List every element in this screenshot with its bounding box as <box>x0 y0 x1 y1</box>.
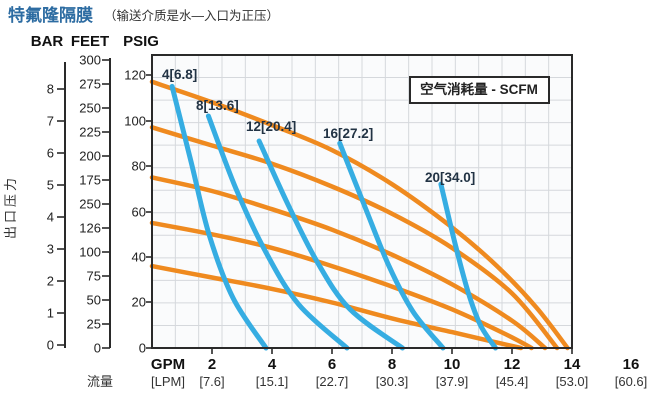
x-tick-lpm: [7.6] <box>199 374 224 389</box>
x-tick-lpm: [15.1] <box>256 374 289 389</box>
psig-axis-header: PSIG <box>123 33 159 50</box>
x-tick-lpm: [53.0] <box>556 374 589 389</box>
x-tick-gpm: 2 <box>208 356 216 373</box>
feet-tick: 126 <box>79 221 101 236</box>
psig-tick: 80 <box>132 159 146 174</box>
scfm-curve-label-12: 12[20.4] <box>246 119 296 134</box>
feet-axis-header: FEET <box>71 33 109 50</box>
feet-tick: 225 <box>79 125 101 140</box>
feet-tick: 75 <box>87 269 101 284</box>
feet-tick: 0 <box>94 341 101 356</box>
x-unit-gpm: GPM <box>151 356 185 373</box>
flow-label: 流量 <box>87 374 113 389</box>
plot-border <box>151 54 573 349</box>
psig-tick: 60 <box>132 205 146 220</box>
bar-tick: 7 <box>47 114 54 129</box>
scfm-curve-8 <box>205 113 350 351</box>
bar-axis-header: BAR <box>31 33 64 50</box>
x-tick-gpm: 14 <box>564 356 581 373</box>
x-tick-gpm: 6 <box>328 356 336 373</box>
psig-tick: 100 <box>124 114 146 129</box>
bar-tick: 0 <box>47 338 54 353</box>
legend-label: 空气消耗量 - SCFM <box>420 81 538 97</box>
x-unit-lpm: [LPM] <box>151 374 185 389</box>
x-tick-lpm: [60.6] <box>615 374 648 389</box>
axis-ticks <box>57 59 573 354</box>
bar-tick: 5 <box>47 178 54 193</box>
feet-tick: 50 <box>87 293 101 308</box>
x-tick-lpm: [30.3] <box>376 374 409 389</box>
scfm-curve-16 <box>337 140 446 351</box>
curves <box>149 79 570 351</box>
outlet-pressure-label: 出口压力 <box>3 175 18 239</box>
feet-tick: 100 <box>79 245 101 260</box>
x-tick-lpm: [37.9] <box>436 374 469 389</box>
scfm-curve-4 <box>169 83 269 351</box>
page-subtitle: （输送介质是水—入口为正压） <box>104 8 279 23</box>
pressure-curve-4 <box>149 220 534 351</box>
psig-tick: 20 <box>132 295 146 310</box>
pressure-curve-1 <box>149 79 570 351</box>
feet-tick: 250 <box>79 197 101 212</box>
feet-tick: 200 <box>79 149 101 164</box>
x-tick-gpm: 8 <box>388 356 396 373</box>
x-tick-gpm: 16 <box>623 356 640 373</box>
legend-box <box>409 76 550 104</box>
x-tick-lpm: [45.4] <box>496 374 529 389</box>
psig-tick: 120 <box>124 68 146 83</box>
bar-tick: 3 <box>47 242 54 257</box>
x-tick-gpm: 12 <box>504 356 521 373</box>
bar-tick: 2 <box>47 274 54 289</box>
x-tick-lpm: [22.7] <box>316 374 349 389</box>
page-title: 特氟隆隔膜 <box>8 5 93 25</box>
x-tick-gpm: 4 <box>268 356 277 373</box>
feet-tick: 300 <box>79 53 101 68</box>
psig-tick: 40 <box>132 250 146 265</box>
scfm-curve-20 <box>438 181 498 351</box>
feet-tick: 25 <box>87 317 101 332</box>
feet-tick: 275 <box>79 77 101 92</box>
psig-tick: 0 <box>139 341 146 356</box>
feet-tick: 250 <box>79 101 101 116</box>
scfm-curve-label-4: 4[6.8] <box>162 67 197 82</box>
scfm-curve-12 <box>256 138 405 351</box>
scfm-curve-label-16: 16[27.2] <box>323 126 373 141</box>
feet-tick: 175 <box>79 173 101 188</box>
bar-tick: 6 <box>47 146 54 161</box>
x-tick-gpm: 10 <box>444 356 461 373</box>
bar-tick: 1 <box>47 306 54 321</box>
bar-tick: 8 <box>47 82 54 97</box>
pressure-curve-2 <box>149 125 560 351</box>
bar-tick: 4 <box>47 210 54 225</box>
pressure-curve-3 <box>149 175 548 351</box>
scfm-curve-label-20: 20[34.0] <box>425 170 475 185</box>
scfm-curve-label-8: 8[13.6] <box>196 98 239 113</box>
